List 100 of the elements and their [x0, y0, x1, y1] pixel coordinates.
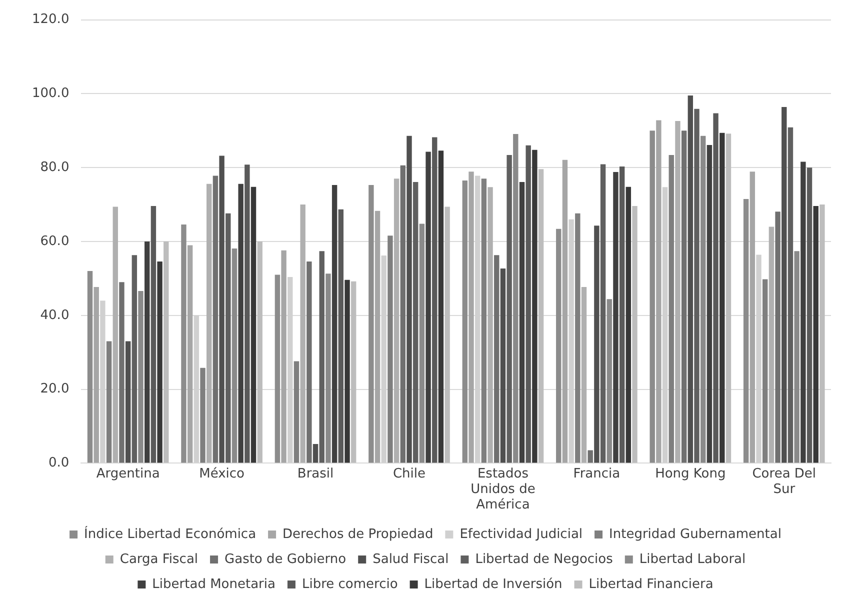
bar	[556, 228, 562, 463]
bar	[319, 251, 324, 463]
bar	[700, 136, 706, 463]
bar	[432, 137, 438, 463]
bar	[232, 248, 238, 463]
bar	[394, 178, 400, 463]
legend-label: Carga Fiscal	[120, 552, 198, 567]
bar	[412, 182, 418, 463]
bar	[581, 286, 587, 463]
bar	[713, 113, 718, 463]
bar	[244, 164, 250, 463]
bar	[775, 212, 780, 463]
bar	[326, 274, 331, 463]
bar	[187, 245, 193, 463]
bar	[513, 134, 518, 463]
bar	[294, 361, 300, 463]
bar	[532, 150, 538, 463]
bar	[106, 341, 112, 463]
bar	[526, 145, 531, 463]
bar	[281, 250, 286, 463]
bar	[164, 242, 169, 463]
bar	[468, 172, 474, 463]
bar	[600, 164, 606, 463]
bar	[274, 274, 280, 463]
bar	[388, 236, 393, 463]
bar	[87, 271, 93, 463]
bar	[338, 209, 344, 463]
legend-label: Libertad Monetaria	[152, 576, 276, 592]
x-tick-label: Brasil	[297, 466, 334, 482]
bar	[706, 145, 712, 463]
legend-label: Derechos de Propiedad	[282, 526, 434, 542]
bar	[138, 291, 144, 463]
bar	[726, 134, 732, 463]
legend-label: Índice Libertad Económica	[84, 524, 256, 542]
bar	[300, 204, 306, 463]
y-tick-label: 40.0	[40, 308, 70, 323]
bar	[206, 184, 212, 463]
bar	[694, 108, 700, 463]
bar	[720, 132, 725, 463]
x-tick-label: Hong Kong	[655, 466, 726, 482]
bar	[219, 156, 224, 463]
bar	[250, 186, 256, 463]
bar	[743, 199, 749, 463]
bar	[150, 206, 156, 463]
bar	[125, 341, 131, 463]
y-tick-label: 60.0	[40, 234, 70, 249]
bar	[332, 184, 338, 463]
bar	[132, 255, 138, 463]
bar	[681, 130, 687, 463]
x-tick-label: Chile	[392, 466, 426, 482]
bar	[762, 279, 768, 463]
bar	[181, 224, 186, 463]
bar	[374, 210, 380, 463]
bar	[481, 178, 487, 463]
legend-label: Integridad Gubernamental	[609, 526, 782, 542]
bar	[400, 165, 406, 463]
bar	[157, 261, 162, 463]
bar	[788, 127, 794, 463]
bar	[768, 226, 774, 463]
bar	[406, 136, 412, 463]
bar	[650, 130, 655, 463]
bar	[800, 162, 806, 463]
y-tick-label: 120.0	[32, 12, 70, 28]
bar	[806, 168, 812, 463]
bar	[575, 213, 580, 463]
x-tick-label: Francia	[573, 466, 620, 482]
bar	[238, 184, 244, 463]
bar	[200, 368, 206, 463]
y-tick-label: 20.0	[40, 382, 70, 397]
bar	[368, 184, 374, 463]
bar	[820, 204, 825, 463]
bar	[613, 172, 618, 463]
bar	[668, 155, 674, 463]
x-tick-label: Argentina	[96, 466, 160, 482]
bar	[606, 299, 612, 463]
y-tick-label: 100.0	[32, 86, 70, 102]
bar	[438, 150, 444, 463]
bar	[112, 206, 118, 463]
bar	[94, 286, 99, 463]
bar	[306, 261, 312, 463]
bar	[656, 120, 662, 463]
bar	[462, 180, 468, 463]
legend-label: Libertad Laboral	[639, 552, 746, 567]
legend-label: Gasto de Gobierno	[224, 552, 346, 567]
bar	[312, 444, 318, 463]
y-tick-label: 0.0	[48, 456, 70, 471]
bar	[500, 268, 506, 463]
bar	[119, 282, 124, 463]
bar	[350, 281, 356, 463]
bar	[257, 242, 262, 463]
bar	[594, 226, 600, 463]
legend-label: Efectividad Judicial	[460, 526, 583, 542]
bar	[782, 107, 787, 463]
x-tick-label: México	[199, 466, 245, 482]
bar	[794, 251, 800, 463]
bar	[419, 224, 425, 463]
bar	[688, 96, 694, 463]
bar	[144, 242, 150, 463]
legend-label: Libertad Financiera	[588, 576, 714, 592]
bar	[488, 187, 493, 463]
